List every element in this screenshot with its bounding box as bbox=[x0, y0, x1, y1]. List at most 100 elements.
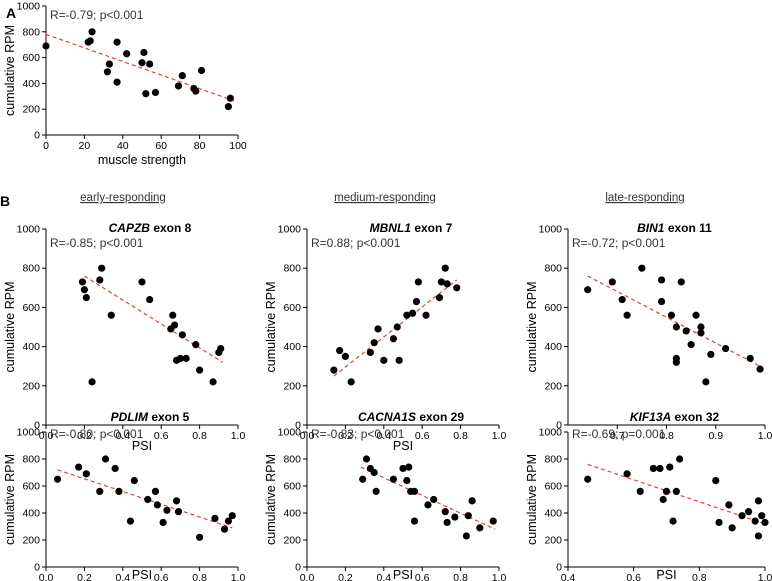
data-point bbox=[372, 487, 380, 495]
x-tick-label: 0.8 bbox=[453, 430, 468, 442]
data-point bbox=[677, 278, 685, 286]
gene-name: PDLIM bbox=[111, 410, 149, 424]
y-tick-label: 600 bbox=[22, 481, 40, 493]
exon-label: exon 11 bbox=[664, 221, 712, 235]
x-tick-label: 20 bbox=[79, 140, 91, 152]
stat-label: R=-0.69; p=0.001 bbox=[572, 427, 666, 441]
y-tick-label: 1000 bbox=[17, 1, 41, 13]
stat-label: R=-0.79; p<0.001 bbox=[50, 8, 144, 22]
data-point bbox=[656, 464, 664, 473]
y-tick-label: 400 bbox=[283, 341, 301, 353]
y-tick-label: 400 bbox=[22, 78, 40, 90]
regression-line bbox=[360, 466, 496, 530]
data-point bbox=[707, 350, 715, 359]
x-tick-label: 0.4 bbox=[376, 430, 391, 442]
x-tick-label: 1.0 bbox=[758, 572, 772, 581]
data-point bbox=[389, 335, 397, 343]
data-point bbox=[192, 87, 200, 95]
data-point bbox=[228, 512, 236, 520]
y-tick-label: 400 bbox=[544, 341, 562, 353]
data-point bbox=[437, 278, 445, 286]
y-tick-label: 1000 bbox=[278, 427, 302, 439]
y-tick-label: 600 bbox=[544, 481, 562, 493]
data-point bbox=[412, 297, 421, 306]
data-point bbox=[146, 60, 154, 68]
data-point bbox=[682, 327, 690, 335]
data-point bbox=[113, 78, 121, 86]
data-point bbox=[151, 88, 160, 97]
data-point bbox=[389, 475, 397, 483]
y-tick-label: 800 bbox=[544, 263, 562, 275]
data-point bbox=[443, 280, 451, 288]
data-point bbox=[712, 477, 720, 485]
data-point bbox=[172, 497, 181, 505]
panel-title: KIF13A exon 32 bbox=[630, 410, 720, 424]
data-point bbox=[453, 284, 461, 292]
data-point bbox=[75, 463, 83, 471]
x-tick-label: 1.0 bbox=[492, 572, 507, 581]
data-point bbox=[80, 286, 88, 294]
data-point bbox=[756, 365, 764, 373]
data-point bbox=[330, 366, 338, 374]
panel-title: CACNA1S exon 29 bbox=[358, 410, 464, 424]
data-point bbox=[758, 512, 766, 520]
data-point bbox=[422, 311, 430, 319]
y-tick-label: 200 bbox=[283, 535, 301, 547]
data-point bbox=[669, 517, 677, 525]
data-point bbox=[672, 487, 680, 495]
data-point bbox=[754, 497, 763, 505]
data-point bbox=[144, 495, 152, 504]
data-point bbox=[659, 495, 667, 504]
y-tick-label: 1000 bbox=[539, 224, 563, 236]
data-point bbox=[666, 463, 674, 471]
x-tick-label: 80 bbox=[194, 140, 206, 152]
x-tick-label: 0.4 bbox=[115, 572, 130, 581]
data-point bbox=[657, 297, 666, 306]
x-axis-label: muscle strength bbox=[98, 153, 186, 167]
y-axis-label: cumulative RPM bbox=[525, 282, 539, 373]
data-point bbox=[115, 487, 123, 495]
gene-name: CAPZB bbox=[109, 221, 151, 235]
data-point bbox=[159, 518, 167, 527]
data-point bbox=[96, 487, 104, 495]
y-tick-label: 400 bbox=[283, 508, 301, 520]
y-tick-label: 200 bbox=[22, 535, 40, 547]
x-tick-label: 0.9 bbox=[708, 430, 723, 442]
x-axis-label: PSI bbox=[656, 568, 676, 581]
y-tick-label: 800 bbox=[22, 263, 40, 275]
x-axis-label: PSI bbox=[393, 568, 413, 581]
data-point bbox=[196, 366, 204, 374]
data-point bbox=[441, 508, 449, 516]
y-tick-label: 400 bbox=[22, 341, 40, 353]
data-point bbox=[672, 323, 680, 331]
data-point bbox=[86, 37, 94, 45]
data-point bbox=[403, 477, 411, 485]
data-point bbox=[176, 354, 184, 362]
data-point bbox=[662, 487, 671, 495]
data-point bbox=[393, 323, 401, 331]
x-tick-label: 0.8 bbox=[192, 572, 207, 581]
x-axis-label: PSI bbox=[132, 439, 152, 453]
data-point bbox=[103, 68, 112, 76]
panel-title: PDLIM exon 5 bbox=[111, 410, 190, 424]
data-point bbox=[754, 532, 763, 540]
data-point bbox=[140, 48, 148, 57]
data-point bbox=[410, 517, 419, 525]
data-point bbox=[584, 286, 592, 294]
panel-title: CAPZB exon 8 bbox=[109, 221, 192, 235]
y-tick-label: 0 bbox=[295, 420, 301, 432]
data-point bbox=[738, 512, 746, 520]
y-tick-label: 400 bbox=[544, 508, 562, 520]
x-tick-label: 0.6 bbox=[154, 430, 169, 442]
y-tick-label: 800 bbox=[22, 26, 40, 38]
x-tick-label: 0.4 bbox=[115, 430, 130, 442]
y-tick-label: 600 bbox=[22, 302, 40, 314]
data-point bbox=[126, 517, 135, 525]
data-point bbox=[424, 501, 432, 509]
data-point bbox=[657, 276, 666, 284]
x-tick-label: 1.0 bbox=[492, 430, 507, 442]
y-tick-label: 600 bbox=[283, 302, 301, 314]
scatter-panel-cacna1s: 0 200 400 600 800 1000 0.0 0.2 0.4 0.6 0.8 1.0 R=-0.… bbox=[264, 410, 506, 581]
data-point bbox=[138, 59, 146, 67]
